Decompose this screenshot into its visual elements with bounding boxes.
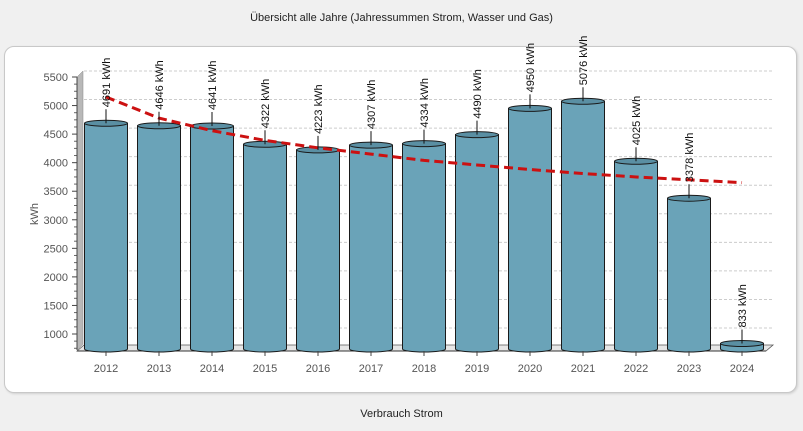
y-tick-label: 3000 [44,215,68,227]
y-tick-label: 2500 [44,243,68,255]
data-label: 4322 kWh [260,79,272,129]
bar-body [561,100,605,353]
chart-panel [4,46,797,393]
y-tick-label: 4500 [44,129,68,141]
x-tick-label: 2018 [412,363,436,375]
y-tick-label: 1500 [44,300,68,312]
bar-2012 [84,119,128,353]
axis-wall [76,70,84,351]
bar-2017 [349,141,393,353]
footer-label: Verbrauch Strom [360,408,443,420]
x-tick-label: 2021 [571,363,595,375]
x-tick-label: 2012 [94,363,118,375]
bar-body [190,125,234,353]
x-tick-label: 2022 [624,363,648,375]
bar-body [296,149,340,353]
data-label: 4646 kWh [154,60,166,110]
data-label: 4950 kWh [525,43,537,93]
y-tick-label: 5500 [44,72,68,84]
bar-2014 [190,122,234,353]
bar-body [402,143,446,353]
data-label: 4307 kWh [366,80,378,130]
bar-2023 [667,194,711,353]
x-tick-label: 2023 [677,363,701,375]
bar-body [84,122,128,353]
x-tick-label: 2017 [359,363,383,375]
data-label: 5076 kWh [578,36,590,86]
bar-2024 [720,340,764,353]
trend-polyline [105,95,743,185]
chart-title: Übersicht alle Jahre (Jahressummen Strom… [250,12,553,24]
y-tick-labels: 1000 1500 2000 2500 3000 3500 4000 4500 5000 5500 [44,72,68,341]
bar-2015 [243,140,287,353]
x-tick-label: 2019 [465,363,489,375]
bar-2022 [614,157,658,353]
data-label: 4223 kWh [313,84,325,134]
x-tick-label: 2024 [730,363,754,375]
bar-2016 [296,146,340,353]
bar-body [508,107,552,353]
bar-2018 [402,140,446,353]
bar-body [455,134,499,353]
x-tick-label: 2013 [147,363,171,375]
bar-body [349,144,393,353]
x-tick-label: 2015 [253,363,277,375]
trend-line [105,95,743,185]
y-tick-label: 1000 [44,329,68,341]
data-label: 4691 kWh [101,58,113,108]
data-label: 4641 kWh [207,61,219,111]
bar-body [243,143,287,353]
bar-2013 [137,122,181,353]
data-label: 833 kWh [737,284,749,327]
data-label: 4334 kWh [419,78,431,128]
bar-2021 [561,97,605,353]
bar-body [667,197,711,353]
data-label: 3378 kWh [684,133,696,183]
bar-body [137,125,181,353]
bar-body [614,160,658,353]
data-labels: 4691 kWh 4646 kWh 4641 kWh 4322 kWh 4223 kWh… [101,36,749,344]
x-tick-label: 2020 [518,363,542,375]
data-label: 4025 kWh [631,96,643,146]
y-tick-label: 3500 [44,186,68,198]
data-label: 4490 kWh [472,69,484,119]
x-tick-label: 2016 [306,363,330,375]
y-tick-label: 5000 [44,101,68,113]
y-tick-label: 4000 [44,158,68,170]
x-tick-labels: 2012 2013 2014 2015 2016 2017 2018 2019 2020 2021… [94,351,754,375]
x-tick-label: 2014 [200,363,224,375]
y-axis-label: kWh [29,203,41,225]
bar-2020 [508,104,552,353]
y-tick-label: 2000 [44,272,68,284]
y-axis [72,70,84,351]
